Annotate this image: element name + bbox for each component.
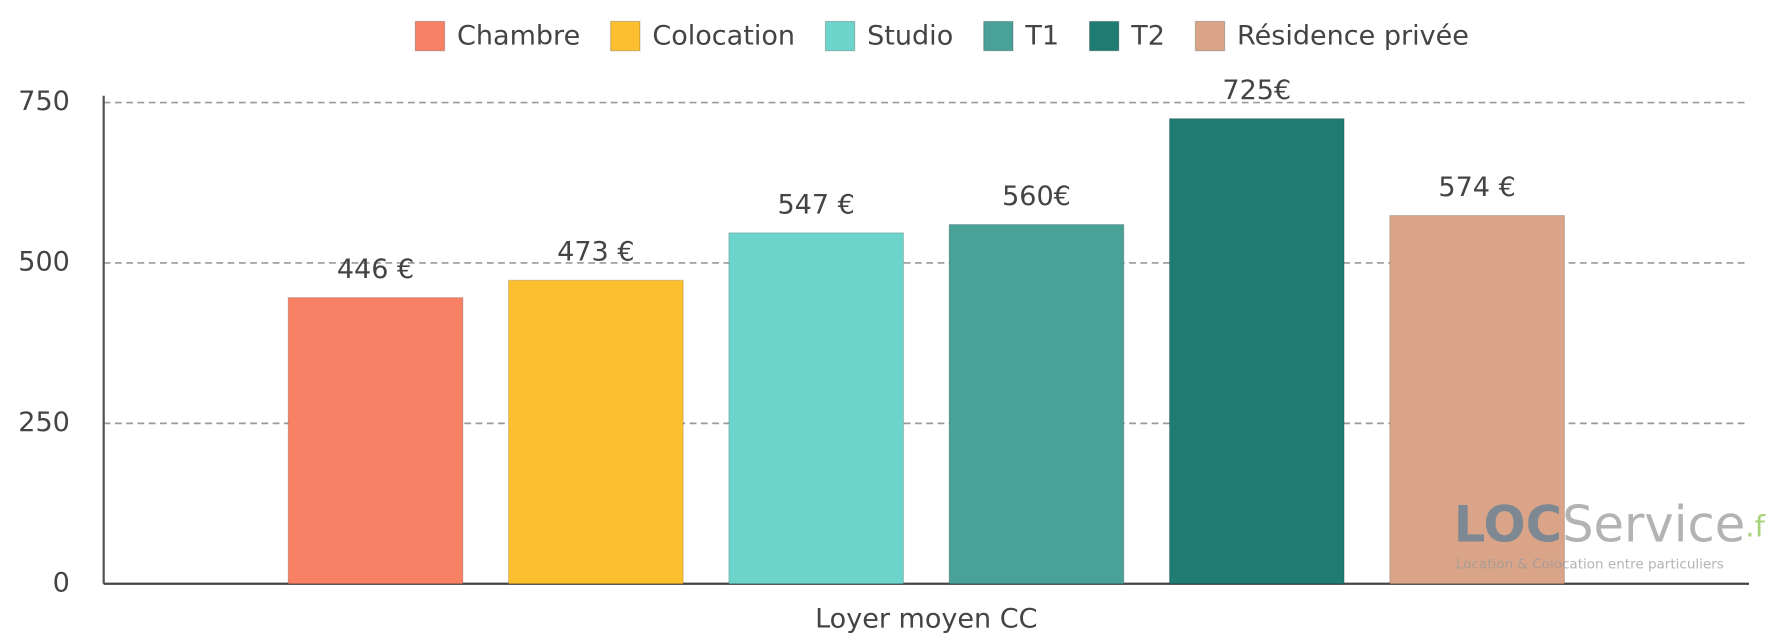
legend-label: T1: [1024, 21, 1059, 52]
value-label: 547 €: [777, 189, 854, 220]
legend-label: Studio: [867, 21, 953, 52]
value-label: 560€: [1002, 181, 1071, 212]
watermark-brand: LOCService.fr: [1454, 495, 1767, 553]
bar: [507, 279, 684, 585]
legend-swatch: [983, 20, 1014, 52]
x-axis-label: Loyer moyen CC: [815, 603, 1037, 634]
bar: [1389, 214, 1566, 585]
legend-swatch: [610, 20, 641, 52]
legend-swatch: [824, 20, 856, 52]
y-tick-label: 250: [18, 407, 70, 438]
y-tick-label: 500: [18, 246, 70, 277]
value-label: 574 €: [1438, 172, 1515, 203]
bar: [948, 223, 1125, 585]
brand-loc: LOC: [1454, 495, 1562, 553]
legend-label: T2: [1130, 21, 1165, 52]
legend: Chambre Colocation Studio T1 T2 Résidence pri…: [414, 20, 1469, 52]
watermark-tagline: Location & Colocation entre particuliers: [1456, 557, 1724, 573]
legend-label: Résidence privée: [1237, 21, 1469, 52]
value-label: 446 €: [337, 254, 414, 285]
value-label: 725€: [1222, 75, 1291, 106]
bar: [1168, 118, 1345, 585]
legend-label: Colocation: [652, 21, 795, 52]
value-label: 473 €: [557, 237, 634, 268]
bar: [728, 232, 905, 585]
y-tick-label: 750: [18, 86, 70, 117]
brand-service: Service: [1562, 495, 1745, 553]
brand-tld: .fr: [1745, 509, 1767, 543]
legend-label: Chambre: [457, 21, 580, 52]
y-tick-label: 0: [53, 567, 70, 598]
watermark: LOCService.fr Location & Colocation entr…: [1454, 495, 1767, 573]
legend-swatch: [1088, 20, 1120, 52]
legend-swatch: [1194, 20, 1226, 52]
legend-swatch: [414, 20, 446, 52]
bar: [287, 297, 464, 585]
